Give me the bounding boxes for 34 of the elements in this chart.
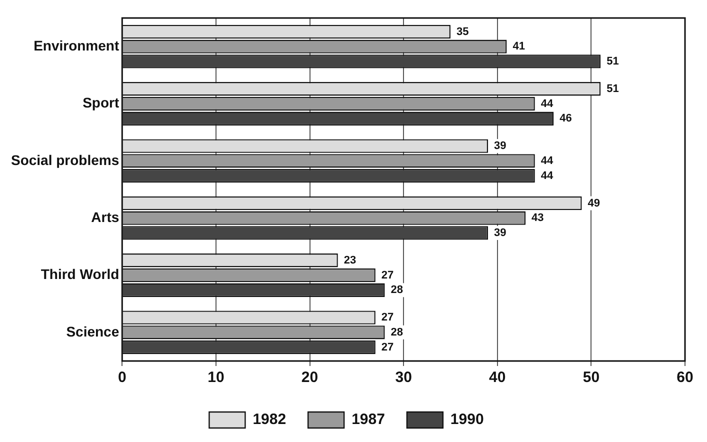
- x-tick-label: 20: [301, 369, 318, 386]
- x-tick-label: 0: [118, 369, 126, 386]
- data-label: 28: [390, 326, 404, 338]
- y-tick-label: Science: [66, 323, 120, 340]
- x-tick-label: 10: [208, 369, 224, 386]
- x-tick-label: 60: [676, 369, 694, 386]
- data-label: 39: [494, 140, 506, 152]
- y-tick-label: Arts: [91, 208, 120, 225]
- data-label: 49: [588, 197, 600, 210]
- y-tick-label: Social problems: [10, 152, 120, 168]
- data-label: 27: [381, 341, 394, 354]
- x-tick-label: 40: [489, 369, 506, 386]
- x-tick-label: 50: [582, 369, 600, 386]
- data-label: 51: [606, 55, 619, 68]
- data-label: 28: [390, 284, 404, 296]
- data-label: 44: [540, 170, 554, 182]
- data-label: 27: [381, 269, 394, 282]
- data-label: 27: [381, 312, 394, 324]
- legend-label: 1987: [352, 411, 385, 428]
- data-label: 44: [540, 154, 554, 167]
- legend-label: 1982: [252, 411, 286, 428]
- data-label: 51: [606, 82, 619, 95]
- data-label: 23: [344, 254, 356, 266]
- y-tick-label: Third World: [40, 266, 120, 282]
- data-label: 46: [560, 112, 572, 125]
- data-label: 44: [540, 98, 554, 110]
- data-label: 39: [494, 226, 506, 239]
- y-tick-label: Environment: [34, 37, 120, 54]
- legend-label: 1990: [450, 411, 484, 428]
- y-tick-label: Sport: [82, 94, 120, 111]
- data-label: 35: [456, 26, 469, 38]
- data-label: 43: [532, 212, 544, 224]
- data-label: 41: [512, 40, 526, 53]
- x-tick-label: 30: [395, 369, 412, 386]
